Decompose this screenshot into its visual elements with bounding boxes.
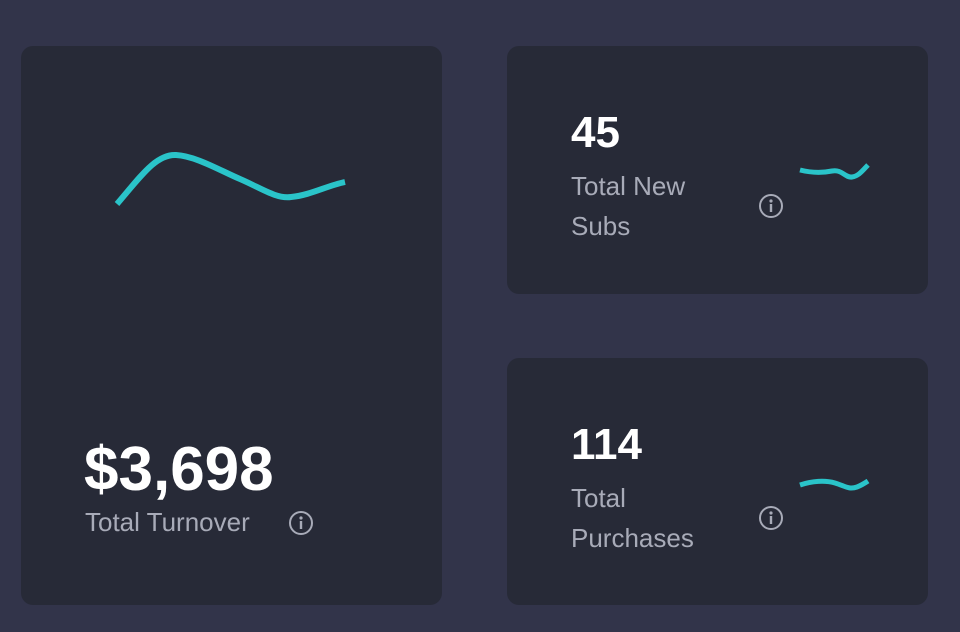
info-circle-icon[interactable] bbox=[288, 510, 314, 536]
total-turnover-card: $3,698 Total Turnover bbox=[21, 46, 442, 605]
turnover-label: Total Turnover bbox=[85, 507, 250, 537]
total-purchases-card: 114 Total Purchases bbox=[507, 358, 928, 605]
turnover-value: $3,698 bbox=[84, 435, 274, 504]
info-circle-icon[interactable] bbox=[758, 505, 784, 531]
info-circle-icon[interactable] bbox=[758, 193, 784, 219]
new-subs-label-line2: Subs bbox=[571, 211, 631, 241]
purchases-label-line1: Total bbox=[571, 483, 626, 513]
new-subs-value: 45 bbox=[571, 108, 620, 157]
new-subs-sparkline bbox=[799, 163, 870, 180]
purchases-value: 114 bbox=[571, 420, 642, 469]
new-subs-label-line1: Total New bbox=[571, 171, 686, 201]
purchases-label-line2: Purchases bbox=[571, 523, 694, 553]
total-new-subs-card: 45 Total New Subs bbox=[507, 46, 928, 294]
turnover-sparkline bbox=[114, 152, 346, 206]
purchases-sparkline bbox=[799, 478, 870, 491]
